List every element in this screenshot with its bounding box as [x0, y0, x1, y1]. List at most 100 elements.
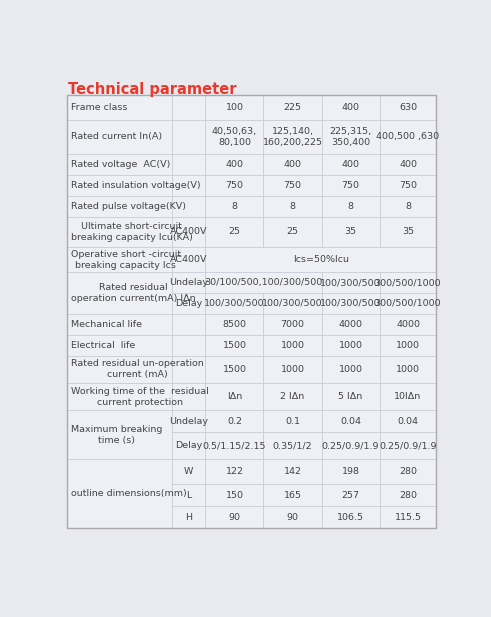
Bar — [205, 459, 264, 484]
Bar — [380, 383, 436, 410]
Bar — [205, 335, 264, 356]
Bar — [172, 432, 205, 459]
Text: 0.04: 0.04 — [340, 416, 361, 426]
Text: Rated residual
operation current(mA) IΔn: Rated residual operation current(mA) IΔn — [71, 283, 195, 303]
Text: 100: 100 — [225, 103, 244, 112]
Text: 750: 750 — [225, 181, 244, 190]
Text: 8: 8 — [231, 202, 238, 211]
Text: AC400V: AC400V — [170, 255, 208, 264]
Text: 2 IΔn: 2 IΔn — [280, 392, 304, 401]
Bar — [172, 196, 205, 217]
Text: Undelay: Undelay — [169, 278, 208, 287]
Bar — [322, 410, 380, 432]
Bar — [264, 120, 322, 154]
Bar — [322, 314, 380, 335]
Bar — [264, 335, 322, 356]
Bar — [67, 459, 172, 528]
Bar — [67, 175, 172, 196]
Text: IΔn: IΔn — [227, 392, 242, 401]
Text: 0.1: 0.1 — [285, 416, 300, 426]
Bar — [205, 356, 264, 383]
Text: 0.25/0.9/1.9: 0.25/0.9/1.9 — [379, 441, 437, 450]
Bar — [205, 383, 264, 410]
Bar — [264, 484, 322, 507]
Text: Operative short -circuit
breaking capacity Ics: Operative short -circuit breaking capaci… — [71, 249, 181, 270]
Bar — [380, 314, 436, 335]
Text: 1000: 1000 — [280, 341, 304, 350]
Bar — [380, 272, 436, 293]
Bar — [205, 484, 264, 507]
Bar — [205, 120, 264, 154]
Text: 4000: 4000 — [338, 320, 362, 329]
Bar — [322, 175, 380, 196]
Text: 8: 8 — [348, 202, 354, 211]
Bar — [380, 293, 436, 314]
Text: Delay: Delay — [175, 441, 202, 450]
Bar — [172, 120, 205, 154]
Bar — [205, 95, 264, 120]
Text: Delay: Delay — [175, 299, 202, 308]
Bar — [264, 356, 322, 383]
Text: outline dimensions(mm): outline dimensions(mm) — [71, 489, 187, 499]
Bar — [264, 293, 322, 314]
Bar — [380, 432, 436, 459]
Text: 0.5/1.15/2.15: 0.5/1.15/2.15 — [203, 441, 266, 450]
Bar — [172, 335, 205, 356]
Bar — [67, 217, 172, 247]
Bar — [322, 120, 380, 154]
Text: 400: 400 — [399, 160, 417, 169]
Text: Maximum breaking
time (s): Maximum breaking time (s) — [71, 424, 162, 445]
Bar — [172, 217, 205, 247]
Bar — [264, 410, 322, 432]
Bar — [67, 247, 172, 272]
Bar — [264, 154, 322, 175]
Bar — [380, 120, 436, 154]
Text: 8: 8 — [290, 202, 296, 211]
Text: Technical parameter: Technical parameter — [68, 81, 236, 97]
Text: 225: 225 — [283, 103, 301, 112]
Bar — [172, 459, 205, 484]
Text: 400,500 ,630: 400,500 ,630 — [377, 133, 439, 141]
Bar — [205, 432, 264, 459]
Text: 90: 90 — [286, 513, 299, 522]
Text: Ics=50%Icu: Ics=50%Icu — [293, 255, 349, 264]
Text: 1500: 1500 — [222, 365, 246, 374]
Text: 100/300/500: 100/300/500 — [204, 299, 265, 308]
Bar — [322, 196, 380, 217]
Bar — [264, 459, 322, 484]
Bar — [380, 335, 436, 356]
Bar — [380, 459, 436, 484]
Bar — [172, 356, 205, 383]
Bar — [172, 293, 205, 314]
Bar — [172, 154, 205, 175]
Text: 165: 165 — [283, 491, 301, 500]
Bar — [67, 314, 172, 335]
Bar — [67, 410, 172, 459]
Bar — [67, 272, 172, 314]
Text: 122: 122 — [225, 467, 244, 476]
Bar — [205, 293, 264, 314]
Text: 225,315,
350,400: 225,315, 350,400 — [329, 127, 372, 147]
Text: 4000: 4000 — [396, 320, 420, 329]
Bar — [322, 459, 380, 484]
Text: 5 IΔn: 5 IΔn — [338, 392, 363, 401]
Bar — [380, 95, 436, 120]
Bar — [322, 507, 380, 528]
Text: Undelay: Undelay — [169, 416, 208, 426]
Text: 125,140,
160,200,225: 125,140, 160,200,225 — [263, 127, 323, 147]
Text: 300/500/1000: 300/500/1000 — [375, 299, 441, 308]
Text: Electrical  life: Electrical life — [71, 341, 135, 350]
Text: 257: 257 — [342, 491, 359, 500]
Bar — [380, 410, 436, 432]
Bar — [67, 154, 172, 175]
Bar — [67, 120, 172, 154]
Text: 280: 280 — [399, 491, 417, 500]
Text: 400: 400 — [283, 160, 301, 169]
Text: 7000: 7000 — [280, 320, 304, 329]
Text: Rated residual un-operation
current (mA): Rated residual un-operation current (mA) — [71, 359, 203, 379]
Bar — [172, 272, 205, 293]
Bar — [205, 217, 264, 247]
Bar — [205, 410, 264, 432]
Text: 90: 90 — [228, 513, 241, 522]
Bar — [322, 356, 380, 383]
